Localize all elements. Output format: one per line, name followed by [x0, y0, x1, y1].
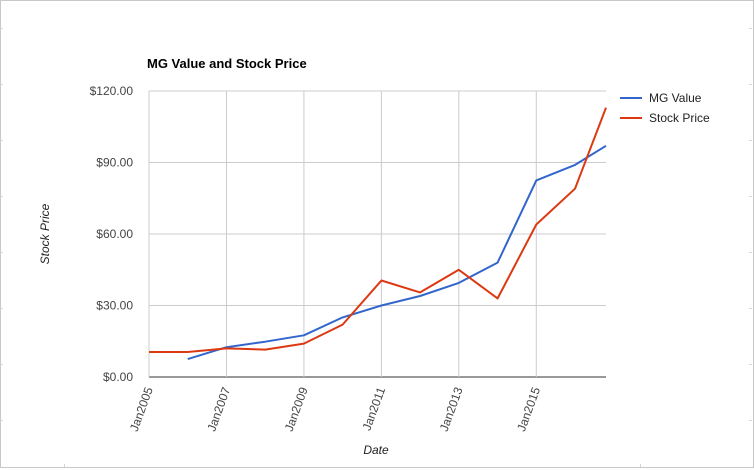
- sheet-row-tick: [0, 140, 3, 141]
- y-tick-label: $0.00: [103, 370, 133, 384]
- y-tick-label: $120.00: [90, 84, 134, 98]
- x-tick-label: Jan2015: [514, 385, 543, 433]
- sheet-row-tick: [749, 84, 752, 85]
- sheet-row-tick: [749, 28, 752, 29]
- y-axis-title: Stock Price: [38, 203, 52, 264]
- legend: MG Value Stock Price: [620, 91, 710, 125]
- legend-label: Stock Price: [649, 111, 710, 125]
- x-tick-label: Jan2009: [282, 385, 311, 433]
- sheet-row-tick: [749, 308, 752, 309]
- sheet-row-tick: [749, 140, 752, 141]
- x-tick-label: Jan2005: [127, 385, 156, 433]
- chart-title: MG Value and Stock Price: [147, 56, 307, 71]
- legend-label: MG Value: [649, 91, 702, 105]
- series-lines: [149, 107, 607, 361]
- sheet-row-tick: [749, 196, 752, 197]
- y-tick-label: $90.00: [96, 156, 133, 170]
- y-tick-label: $60.00: [96, 227, 133, 241]
- sheet-row-tick: [0, 308, 3, 309]
- sheet-row-tick: [0, 364, 3, 365]
- y-tick-label: $30.00: [96, 299, 133, 313]
- sheet-row-tick: [749, 364, 752, 365]
- x-tick-label: Jan2007: [204, 385, 233, 433]
- series-line-mg-value: [187, 144, 607, 361]
- sheet-row-tick: [749, 420, 752, 421]
- gridlines: [148, 90, 606, 378]
- x-axis-title: Date: [363, 443, 389, 457]
- sheet-row-tick: [749, 252, 752, 253]
- series-line-stock-price: [149, 107, 607, 353]
- sheet-row-tick: [0, 420, 3, 421]
- y-axis-ticks: $0.00 $30.00 $60.00 $90.00 $120.00: [90, 84, 134, 384]
- sheet-row-tick: [0, 84, 3, 85]
- sheet-row-tick: [0, 252, 3, 253]
- sheet-row-tick: [0, 28, 3, 29]
- x-tick-label: Jan2011: [360, 385, 389, 433]
- sheet-row-tick: [0, 196, 3, 197]
- x-tick-label: Jan2013: [437, 385, 466, 433]
- sheet-col-tick: [640, 464, 641, 467]
- sheet-col-tick: [64, 464, 65, 467]
- x-axis-ticks: Jan2005 Jan2007 Jan2009 Jan2011 Jan2013 Jan20…: [127, 385, 543, 433]
